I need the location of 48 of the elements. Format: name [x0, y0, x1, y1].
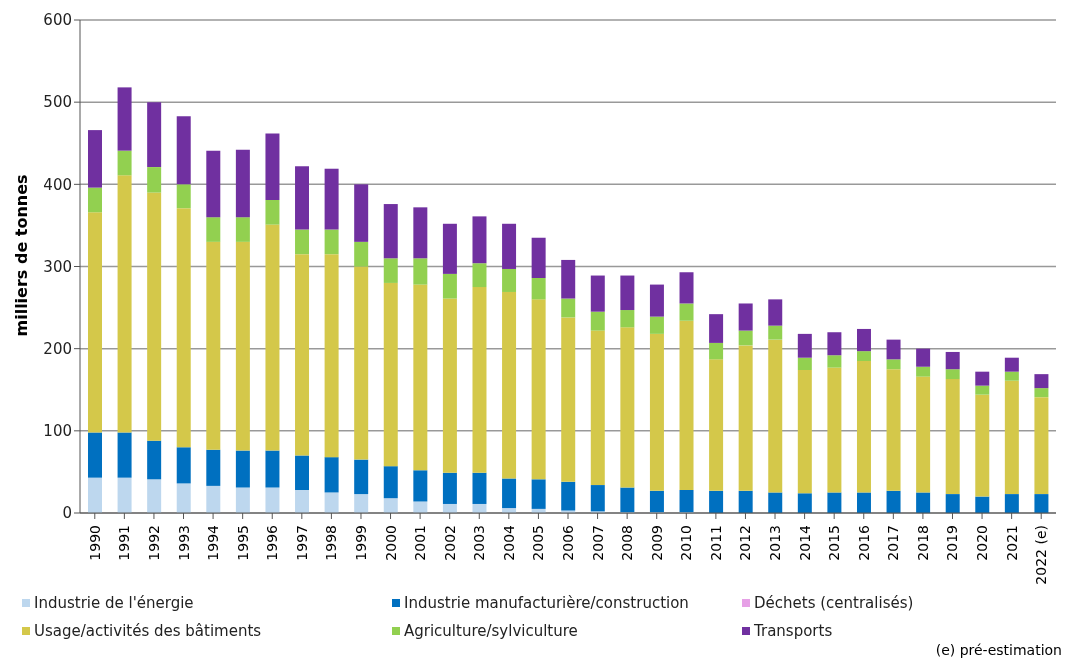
- y-tick-label: 100: [43, 422, 72, 441]
- y-tick-label: 200: [43, 339, 72, 358]
- legend-label: Déchets (centralisés): [754, 594, 914, 612]
- x-tick-label: 2011: [707, 525, 724, 561]
- x-tick-label: 1994: [205, 524, 222, 561]
- x-tick-label: 2013: [767, 525, 784, 561]
- x-tick-label: 2010: [678, 525, 695, 561]
- x-tick-label: 1999: [352, 525, 369, 561]
- x-tick-label: 2003: [471, 525, 488, 561]
- x-tick-label: 2004: [500, 524, 517, 561]
- y-tick-label: 600: [43, 11, 72, 30]
- x-tick-label: 2019: [944, 525, 961, 561]
- x-tick-label: 2015: [826, 525, 843, 561]
- text: (e) pré-estimation: [934, 642, 1062, 658]
- x-tick-label: 2006: [560, 524, 576, 561]
- x-tick-label: 2012: [737, 525, 754, 561]
- x-tick-label: 1993: [175, 525, 192, 561]
- x-tick-label: 2008: [619, 525, 636, 561]
- x-tick-label: 1995: [234, 525, 251, 561]
- y-tick-label: 500: [43, 93, 72, 112]
- y-tick-label: 0: [62, 504, 72, 523]
- x-tick-label: 1998: [323, 525, 340, 561]
- legend-label: Transports: [754, 622, 833, 640]
- x-tick-label: 2002: [441, 525, 458, 561]
- x-tick-label: 2005: [530, 525, 547, 561]
- x-tick-label: 2007: [589, 525, 606, 561]
- x-tick-label: 1997: [293, 525, 310, 561]
- x-tick-label: 2017: [885, 525, 902, 561]
- legend-label: Industrie de l'énergie: [34, 594, 194, 612]
- x-tick-label: 1996: [264, 524, 281, 561]
- y-axis-title: milliers de tonnes: [11, 174, 31, 337]
- y-tick-label: 400: [43, 175, 72, 194]
- x-tick-label: 2020: [974, 525, 991, 561]
- legend-label: Agriculture/sylviculture: [404, 622, 578, 640]
- x-tick-label: 2016: [855, 524, 872, 561]
- legend-label: Usage/activités des bâtiments: [34, 622, 262, 640]
- legend-label: Industrie manufacturière/construction: [404, 594, 689, 612]
- x-tick-label: 2009: [648, 525, 665, 561]
- x-tick-label: 2001: [412, 525, 429, 561]
- x-tick-label: 1992: [145, 525, 162, 561]
- y-tick-label: 300: [43, 257, 72, 276]
- x-tick-label: 1991: [116, 525, 133, 561]
- x-tick-label: 2014: [796, 524, 813, 561]
- x-tick-label: 2000: [382, 525, 399, 561]
- x-tick-label: 2018: [914, 525, 931, 561]
- x-tick-label: 2021: [1003, 525, 1020, 561]
- x-tick-label: 1990: [86, 525, 103, 561]
- x-tick-label: 2022 (e): [1033, 525, 1050, 585]
